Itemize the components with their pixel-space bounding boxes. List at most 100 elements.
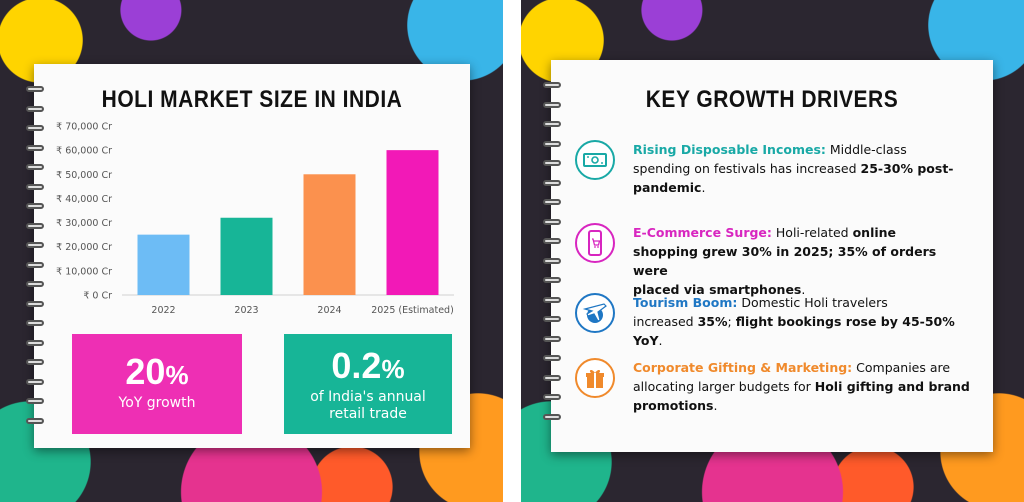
spiral-ring [543,82,561,88]
driver-text-segment: . [713,398,718,413]
spiral-ring [26,125,44,131]
spiral-ring [543,140,561,147]
spiral-ring [543,238,561,244]
driver-text: Tourism Boom: Domestic Holi travelers inc… [633,293,973,350]
driver-text-segment: . [801,282,806,297]
bar-2023 [220,217,273,295]
spiral-ring [543,316,561,322]
driver-line: Tourism Boom: Domestic Holi travelers [633,293,973,312]
spiral-ring [26,164,44,170]
y-tick-label: ₹ 50,000 Cr [56,170,112,181]
spiral-ring [26,242,44,248]
driver-text: Rising Disposable Incomes: Middle-class s… [633,140,973,197]
market-size-title: HOLI MARKET SIZE IN INDIA [101,86,403,113]
driver-text-segment: pandemic [633,180,702,195]
spiral-ring [26,320,44,326]
x-category-label: 2025 (Estimated) [371,305,454,316]
driver-text-segment: spending on festivals has increased [633,161,861,176]
spiral-ring [543,335,561,342]
spiral-binding [543,82,563,432]
money-icon [575,140,615,180]
y-tick-label: ₹ 10,000 Cr [56,266,112,277]
driver-line: increased 35%; flight bookings rose by 4… [633,312,973,350]
right-notebook: KEY GROWTH DRIVERS Rising Disposable Inc… [543,60,993,452]
smartphone-cart-icon [575,223,615,263]
retail-share-label-line-1: of India's annual [310,389,426,405]
bar-2025 [386,150,439,295]
spiral-ring [26,417,44,424]
spiral-ring [543,218,561,225]
right-panel: KEY GROWTH DRIVERS Rising Disposable Inc… [521,0,1024,502]
driver-text-segment: placed via smartphones [633,282,802,297]
driver-text-segment: Domestic Holi travelers [737,295,888,310]
driver-line: Corporate Gifting & Marketing: Companies… [633,358,973,377]
spiral-ring [26,300,44,307]
driver-text-segment: increased [633,314,698,329]
spiral-ring [543,277,561,283]
driver-line: Rising Disposable Incomes: Middle-class [633,140,973,159]
x-category-label: 2022 [151,305,175,316]
driver-text-segment: Middle-class [825,142,907,157]
spiral-ring [543,374,561,381]
spiral-ring [26,339,44,346]
spiral-ring [543,160,561,166]
market-size-bar-chart: ₹ 0 Cr ₹ 10,000 Cr ₹ 20,000 Cr ₹ 30,000 Cr ₹… [56,122,454,316]
driver-text-segment: online [852,225,897,240]
spiral-ring [543,394,561,400]
driver-text-segment: . [701,180,706,195]
spiral-ring [543,257,561,264]
driver-title: Tourism Boom: [633,295,738,310]
driver-text: Corporate Gifting & Marketing: Companies… [633,358,973,415]
x-category-label: 2024 [317,305,341,316]
driver-text-segment: ; [727,314,736,329]
yoy-growth-box: 20% YoY growth [72,334,242,434]
panel-divider [503,0,521,502]
spiral-ring [543,413,561,420]
spiral-ring [543,121,561,127]
bar-2022 [137,234,190,295]
driver-text-segment: promotions [633,398,714,413]
spiral-ring [26,281,44,287]
driver-title: Corporate Gifting & Marketing: [633,360,853,375]
driver-line: shopping grew 30% in 2025; 35% of orders… [633,242,973,280]
spiral-ring [543,199,561,205]
driver-line: placed via smartphones. [633,280,973,299]
driver-line: E-Commerce Surge: Holi-related online [633,223,973,242]
spiral-ring [543,179,561,186]
spiral-ring [26,144,44,151]
spiral-ring [26,203,44,209]
y-tick-label: ₹ 40,000 Cr [56,194,112,205]
driver-text-segment: shopping grew 30% in 2025; 35% of orders… [633,244,937,278]
driver-title: E-Commerce Surge: [633,225,772,240]
retail-share-label-line-2: retail trade [329,406,407,422]
growth-drivers-title: KEY GROWTH DRIVERS [645,86,899,113]
left-notebook: HOLI MARKET SIZE IN INDIA ₹ 0 Cr ₹ 10,000… [26,64,470,448]
yoy-growth-value: 20% [125,351,189,392]
driver-line: allocating larger budgets for Holi gifti… [633,377,973,396]
y-tick-label: ₹ 0 Cr [83,291,112,302]
bar-2024 [303,174,356,295]
retail-share-box: 0.2% of India's annual retail trade [284,334,452,434]
spiral-binding [26,86,46,436]
driver-line: spending on festivals has increased 25-3… [633,159,973,178]
driver-text: E-Commerce Surge: Holi-related online sho… [633,223,973,299]
y-tick-label: ₹ 70,000 Cr [56,122,112,133]
y-tick-label: ₹ 20,000 Cr [56,242,112,253]
spiral-ring [26,183,44,190]
spiral-ring [543,355,561,361]
driver-line: pandemic. [633,178,973,197]
driver-title: Rising Disposable Incomes: [633,142,826,157]
airplane-globe-icon [575,293,615,333]
spiral-ring [26,222,44,229]
spiral-ring [543,101,561,108]
driver-text-segment: 25-30% post- [860,161,954,176]
driver-text-segment: 35% [697,314,728,329]
driver-line: promotions. [633,396,973,415]
spiral-ring [26,398,44,404]
driver-text-segment: Companies are [852,360,951,375]
spiral-ring [26,86,44,92]
spiral-ring [26,261,44,268]
y-tick-label: ₹ 30,000 Cr [56,218,112,229]
driver-text-segment: Holi gifting and brand [814,379,970,394]
